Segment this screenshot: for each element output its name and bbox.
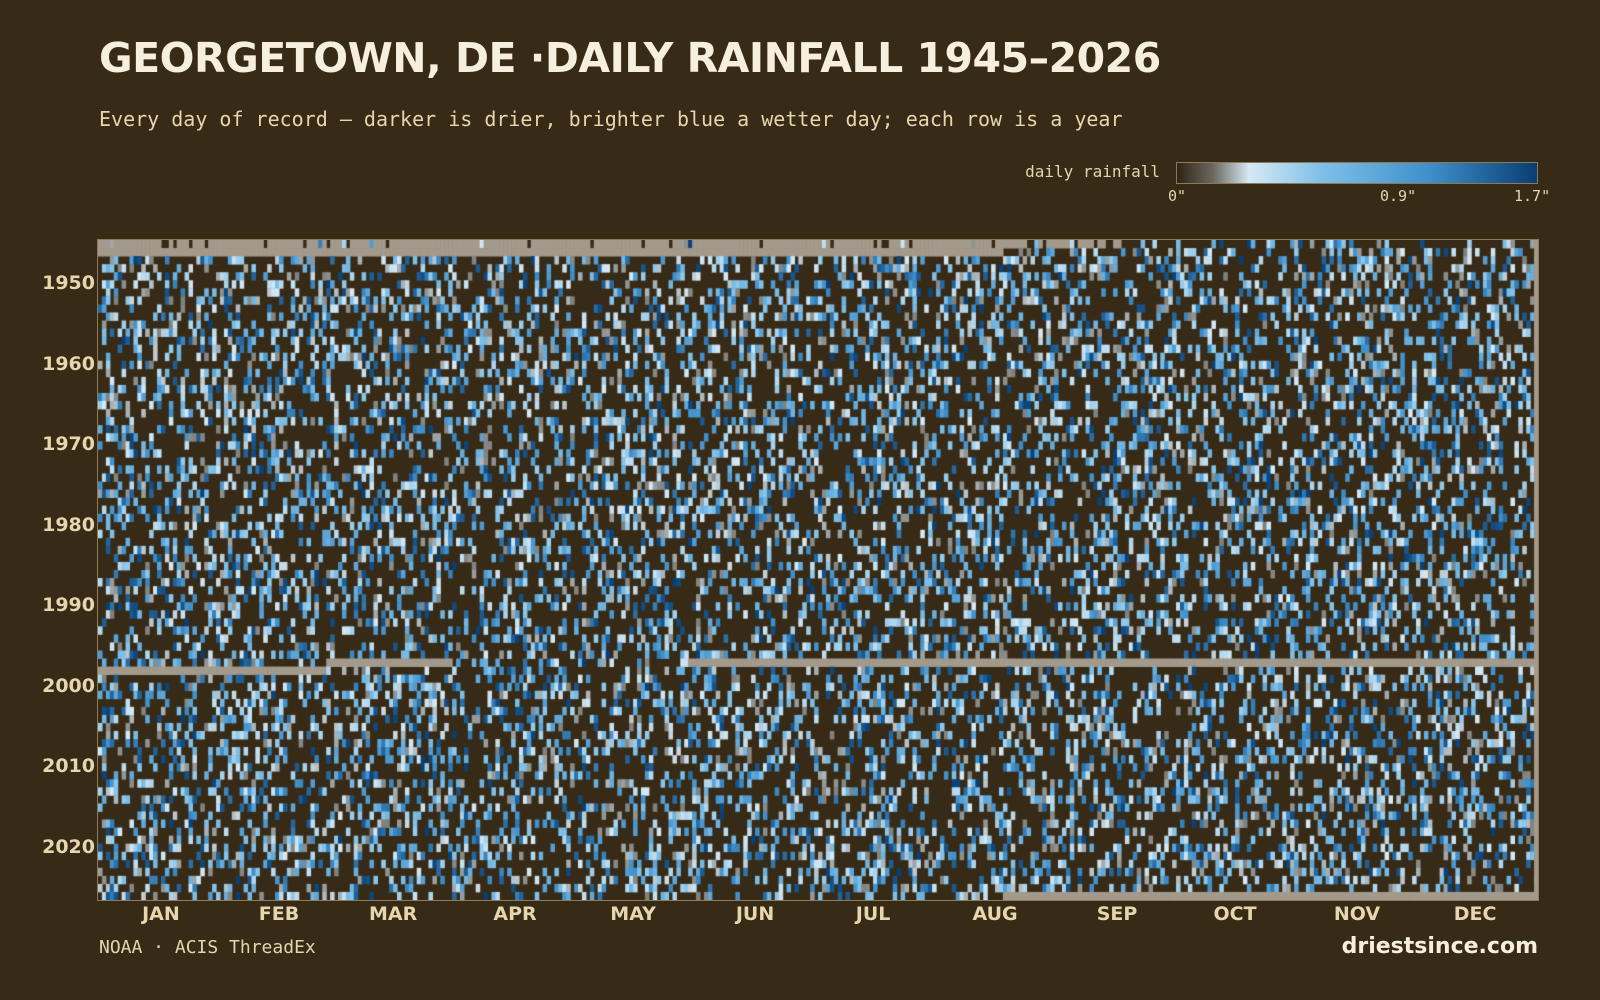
month-tick-label: AUG [972,903,1018,925]
rainfall-heatmap [97,239,1539,901]
year-tick-label: 1970 [42,433,95,456]
year-tick-label: 1960 [42,352,95,375]
month-tick-label: JAN [142,903,180,925]
legend-colorbar [1176,162,1538,184]
month-tick-label: MAR [368,903,418,925]
month-tick-label: OCT [1213,903,1257,925]
month-tick-label: JUN [735,903,775,925]
month-tick-label: APR [493,903,537,925]
year-tick-label: 1980 [42,513,95,536]
legend-tick-mid: 0.9" [1380,187,1417,205]
year-tick-label: 1950 [42,272,95,295]
month-tick-label: NOV [1333,903,1381,925]
month-tick-label: SEP [1096,903,1138,925]
month-tick-label: DEC [1453,903,1497,925]
chart-subtitle: Every day of record — darker is drier, b… [99,107,1123,131]
year-tick-label: 1990 [42,594,95,617]
legend-tick-min: 0" [1168,187,1187,205]
month-tick-label: MAY [610,903,656,925]
brand-link[interactable]: driestsince.com [1341,934,1538,959]
month-tick-label: JUL [855,903,891,925]
chart-title: GEORGETOWN, DE ·DAILY RAINFALL 1945–2026 [99,34,1161,82]
legend-label: daily rainfall [1025,162,1160,181]
month-tick-label: FEB [258,903,300,925]
year-tick-label: 2010 [42,755,95,778]
year-tick-label: 2020 [42,835,95,858]
legend-tick-max: 1.7" [1514,187,1551,205]
year-tick-label: 2000 [42,674,95,697]
source-credit: NOAA · ACIS ThreadEx [99,937,316,958]
